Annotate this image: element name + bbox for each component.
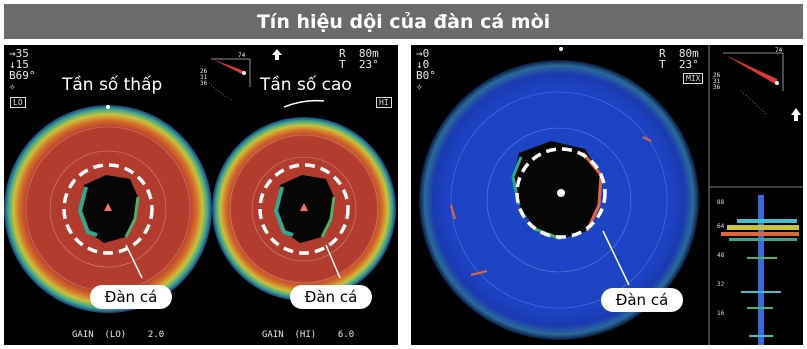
page-title: Tín hiệu dội của đàn cá mòi — [256, 10, 551, 33]
left-range-tilt: R 80m T 23° — [339, 47, 379, 71]
depth-tick: 88 — [717, 199, 725, 206]
title-bar: Tín hiệu dội của đàn cá mòi — [4, 4, 803, 39]
mixed-frequency-sonar-display — [419, 45, 803, 345]
lo-badge: LO — [10, 97, 26, 108]
mini-tilt-plot — [208, 58, 251, 101]
high-frequency-label: Tần số cao — [260, 75, 352, 95]
dual-frequency-panel: →35 ↓15 B69° ✧ R 80m T 23° 74 26 31 36 T… — [4, 45, 398, 345]
fish-school-callout-low: Đàn cá — [90, 285, 172, 309]
mini-values: 26 31 36 — [713, 72, 721, 91]
left-readout: →35 ↓15 B69° ✧ — [9, 47, 36, 93]
depth-tick: 48 — [717, 252, 725, 259]
dual-frequency-sonar-display — [4, 49, 396, 313]
low-frequency-echo-circle — [4, 105, 212, 313]
fish-school-callout-mix: Đàn cá — [601, 288, 683, 312]
gain-lo-readout: GAIN (LO) 2.0 — [72, 330, 165, 340]
mini-values: 26 31 36 — [200, 68, 208, 87]
hi-badge: HI — [376, 97, 392, 108]
mixed-frequency-panel: →0 ↓0 B0° ✧ R 80m T 23° MIX 74 26 31 36 … — [411, 45, 803, 345]
fish-school-callout-high: Đàn cá — [290, 285, 372, 309]
right-range-tilt: R 80m T 23° — [659, 47, 699, 71]
depth-tick: 16 — [717, 310, 725, 317]
low-frequency-label: Tần số thấp — [62, 75, 163, 95]
high-frequency-echo-circle — [212, 117, 396, 301]
depth-tick: 64 — [717, 223, 725, 230]
depth-tick: 32 — [717, 281, 725, 288]
mixed-echo-circle — [419, 60, 699, 340]
mix-badge: MIX — [683, 73, 704, 84]
right-readout: →0 ↓0 B0° ✧ — [416, 47, 436, 93]
mini-value: 74 — [238, 52, 246, 59]
vertical-echogram — [721, 195, 799, 345]
mini-value: 74 — [775, 47, 783, 54]
mini-tilt-plot — [723, 52, 801, 121]
gain-hi-readout: GAIN (HI) 6.0 — [262, 330, 355, 340]
